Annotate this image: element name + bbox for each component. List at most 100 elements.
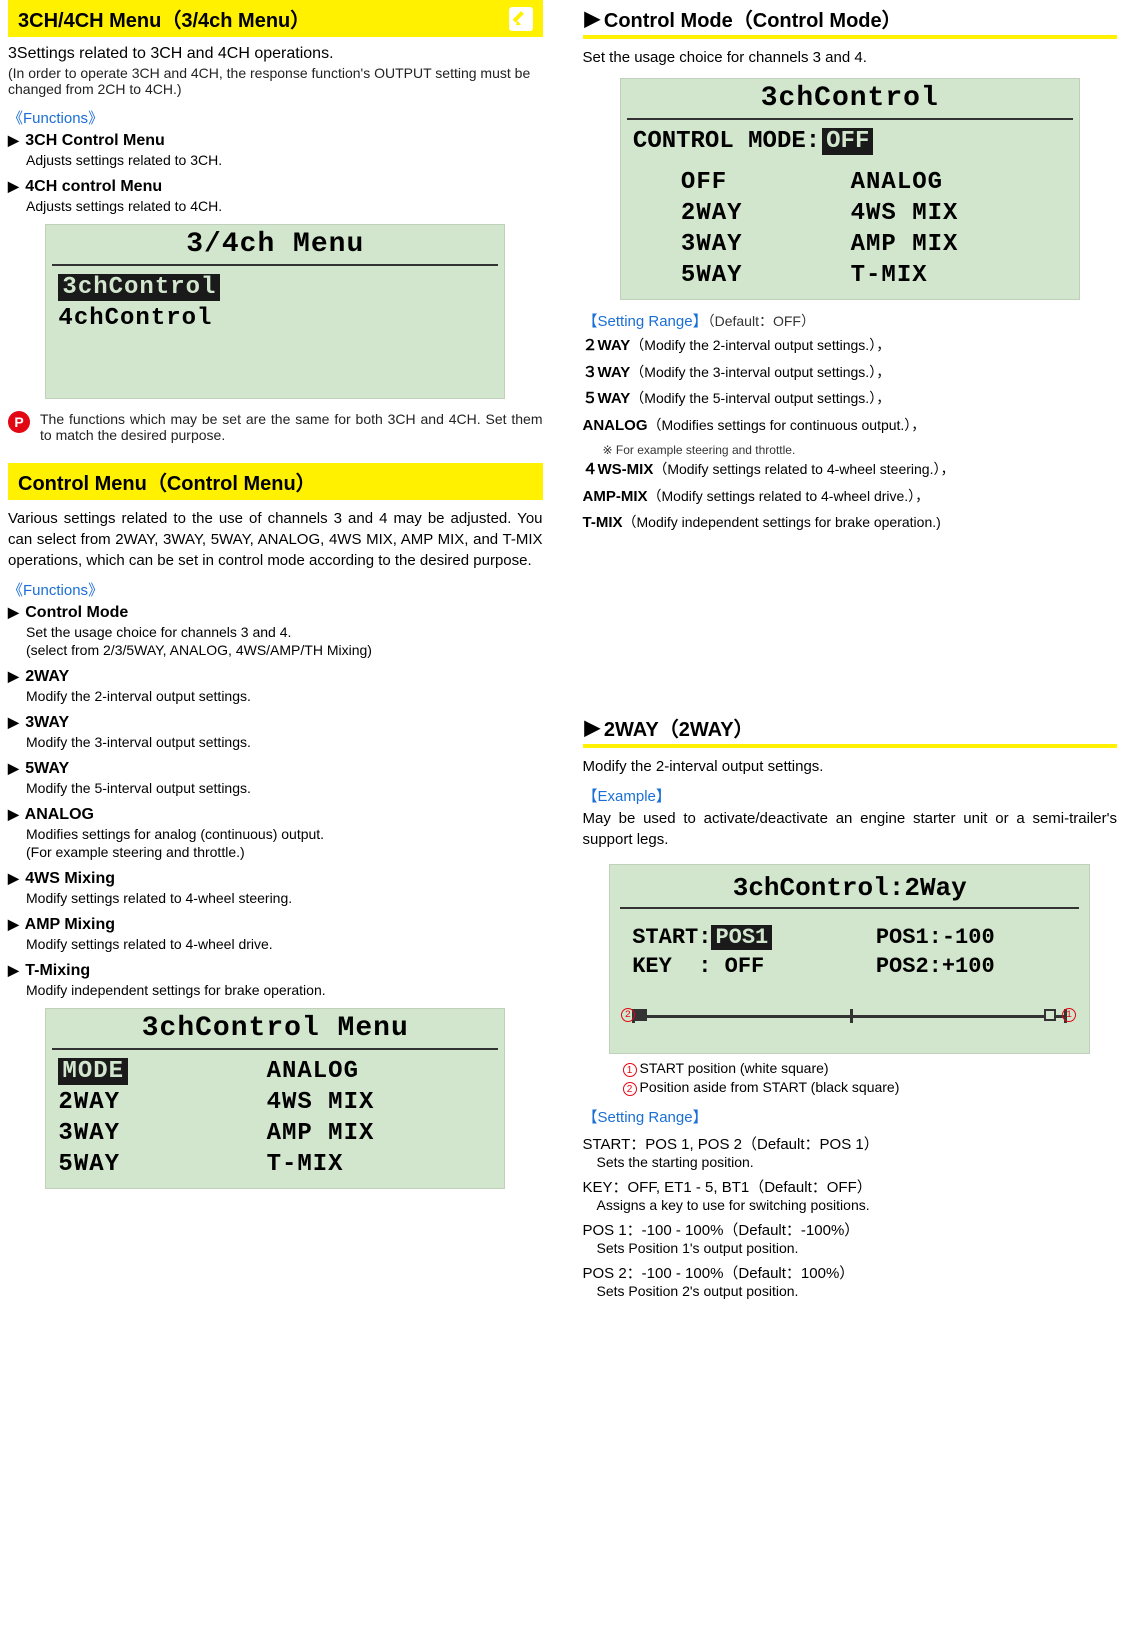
range-name: ５WAY bbox=[583, 390, 631, 407]
section-title: Control Menu（Control Menu） bbox=[18, 467, 316, 496]
function-item: ▶ 3WAYModify the 3-interval output setti… bbox=[8, 714, 543, 750]
triangle-icon: ▶ bbox=[8, 604, 19, 620]
lcd-header: 3chControl Menu bbox=[52, 1009, 498, 1050]
function-item: ▶ 4WS MixingModify settings related to 4… bbox=[8, 870, 543, 906]
triangle-icon: ▶ bbox=[8, 178, 19, 194]
lcd-row: 5WAYT-MIX bbox=[621, 260, 1079, 291]
lcd-cell: T-MIX bbox=[851, 262, 1036, 289]
lcd-cell: 4WS MIX bbox=[851, 200, 1036, 227]
function-desc: Set the usage choice for channels 3 and … bbox=[26, 624, 543, 640]
triangle-icon: ▶ bbox=[8, 132, 19, 148]
lcd-val: POS1:-100 bbox=[876, 925, 995, 950]
lcd-row: OFFANALOG bbox=[621, 167, 1079, 198]
slider-tick bbox=[850, 1009, 853, 1023]
circ-num-icon: 1 bbox=[623, 1063, 637, 1077]
lcd-val-selected: POS1 bbox=[711, 925, 772, 950]
intro-text: Modify the 2-interval output settings. bbox=[583, 756, 1118, 777]
range-desc: （Modify the 2-interval output settings.）… bbox=[630, 337, 890, 353]
intro-note: (In order to operate 3CH and 4CH, the re… bbox=[8, 65, 543, 97]
setting-desc: Sets Position 2's output position. bbox=[597, 1283, 1118, 1299]
function-title: 4CH control Menu bbox=[25, 178, 162, 195]
lcd-row: 2WAY4WS MIX bbox=[621, 198, 1079, 229]
section-title: Control Mode（Control Mode） bbox=[604, 4, 902, 33]
lcd-mode-label: CONTROL MODE: bbox=[633, 128, 820, 155]
lcd-cell: 4WS MIX bbox=[267, 1089, 475, 1116]
pencil-icon bbox=[509, 7, 533, 31]
lcd-screen: 3chControl Menu MODEANALOG2WAY4WS MIX3WA… bbox=[45, 1008, 505, 1189]
setting-item: KEY：OFF, ET1 - 5, BT1（Default：OFF）Assign… bbox=[583, 1176, 1118, 1213]
lcd-cell: AMP MIX bbox=[851, 231, 1036, 258]
range-item: AMP-MIX（Modify settings related to 4-whe… bbox=[583, 486, 1118, 509]
triangle-icon: ▶ bbox=[585, 6, 600, 31]
triangle-icon: ▶ bbox=[585, 715, 600, 740]
range-name: T-MIX bbox=[583, 514, 623, 531]
function-title: 3WAY bbox=[25, 714, 69, 731]
intro-text: Set the usage choice for channels 3 and … bbox=[583, 47, 1118, 68]
range-item: ANALOG（Modifies settings for continuous … bbox=[583, 415, 1118, 438]
legend-line: 1START position (white square) bbox=[623, 1060, 1118, 1077]
triangle-icon: ▶ bbox=[8, 916, 19, 932]
setting-range-label: 【Setting Range】（Default：OFF） bbox=[583, 310, 1118, 331]
function-item: ▶ Control Mode Set the usage choice for c… bbox=[8, 604, 543, 658]
marker-open-icon bbox=[1044, 1009, 1056, 1021]
setting-desc: Sets Position 1's output position. bbox=[597, 1240, 1118, 1256]
lcd-row: 3WAYAMP MIX bbox=[46, 1118, 504, 1149]
lcd-screen: 3chControl CONTROL MODE:OFF OFFANALOG2WA… bbox=[620, 78, 1080, 300]
example-label: 【Example】 bbox=[583, 785, 1118, 806]
range-name: ２WAY bbox=[583, 337, 631, 354]
setting-item: START：POS 1, POS 2（Default：POS 1）Sets th… bbox=[583, 1133, 1118, 1170]
lcd-row: 3WAYAMP MIX bbox=[621, 229, 1079, 260]
intro-text: 3Settings related to 3CH and 4CH operati… bbox=[8, 45, 543, 63]
lcd-cell: 5WAY bbox=[58, 1151, 266, 1178]
lcd-row: MODEANALOG bbox=[46, 1056, 504, 1087]
lcd-header: 3chControl:2Way bbox=[620, 869, 1079, 909]
example-text: May be used to activate/deactivate an en… bbox=[583, 808, 1118, 850]
function-title: Control Mode bbox=[25, 604, 128, 621]
lcd-cell: 2WAY bbox=[58, 1089, 266, 1116]
lcd-val: POS2:+100 bbox=[876, 954, 995, 979]
legend-line: 2Position aside from START (black square… bbox=[623, 1079, 1118, 1096]
function-item: ▶ 3CH Control Menu Adjusts settings rela… bbox=[8, 132, 543, 168]
function-desc: (select from 2/3/5WAY, ANALOG, 4WS/AMP/T… bbox=[26, 642, 543, 658]
setting-spec: POS 2：-100 - 100%（Default：100%） bbox=[583, 1262, 1118, 1283]
default-text: （Default：OFF） bbox=[708, 313, 815, 329]
triangle-icon: ▶ bbox=[8, 668, 19, 684]
function-title: 3CH Control Menu bbox=[25, 132, 165, 149]
setting-range-text: Setting Range bbox=[598, 1109, 693, 1126]
function-desc: (For example steering and throttle.) bbox=[26, 844, 543, 860]
p-icon: P bbox=[8, 411, 30, 433]
function-desc: Modify the 5-interval output settings. bbox=[26, 780, 543, 796]
function-item: ▶ ANALOGModifies settings for analog (co… bbox=[8, 806, 543, 860]
function-desc: Modify independent settings for brake op… bbox=[26, 982, 543, 998]
function-title: 4WS Mixing bbox=[25, 870, 115, 887]
setting-range-label: 【Setting Range】 bbox=[583, 1106, 1118, 1127]
lcd-cell: 3WAY bbox=[681, 231, 851, 258]
triangle-icon: ▶ bbox=[8, 870, 19, 886]
function-desc: Modifies settings for analog (continuous… bbox=[26, 826, 543, 842]
function-desc: Modify the 3-interval output settings. bbox=[26, 734, 543, 750]
range-name: ４WS-MIX bbox=[583, 461, 654, 478]
setting-desc: Assigns a key to use for switching posit… bbox=[597, 1197, 1118, 1213]
function-title: ANALOG bbox=[25, 806, 94, 823]
range-name: ３WAY bbox=[583, 364, 631, 381]
lcd-cell: T-MIX bbox=[267, 1151, 475, 1178]
function-desc: Adjusts settings related to 4CH. bbox=[26, 198, 543, 214]
setting-spec: START：POS 1, POS 2（Default：POS 1） bbox=[583, 1133, 1118, 1154]
function-title: AMP Mixing bbox=[25, 916, 115, 933]
lcd-cell: ANALOG bbox=[267, 1058, 475, 1085]
triangle-icon: ▶ bbox=[8, 962, 19, 978]
function-item: ▶ 4CH control Menu Adjusts settings rela… bbox=[8, 178, 543, 214]
annotation-2: 2 bbox=[621, 1007, 638, 1022]
range-desc: （Modify independent settings for brake o… bbox=[623, 514, 941, 530]
function-item: ▶ 5WAYModify the 5-interval output setti… bbox=[8, 760, 543, 796]
circ-num-icon: 2 bbox=[623, 1082, 637, 1096]
annotation-1: 1 bbox=[1062, 1007, 1079, 1022]
intro-text: Various settings related to the use of c… bbox=[8, 508, 543, 571]
lcd-screen: 3chControl:2Way START:POS1 POS1:-100 KEY… bbox=[609, 864, 1090, 1054]
lcd-row: 4chControl bbox=[58, 305, 212, 332]
lcd-cell: 5WAY bbox=[681, 262, 851, 289]
lcd-header: 3/4ch Menu bbox=[52, 225, 498, 266]
p-note-text: The functions which may be set are the s… bbox=[40, 411, 543, 443]
lcd-row: 5WAYT-MIX bbox=[46, 1149, 504, 1180]
range-subnote: ※ For example steering and throttle. bbox=[603, 441, 1118, 459]
